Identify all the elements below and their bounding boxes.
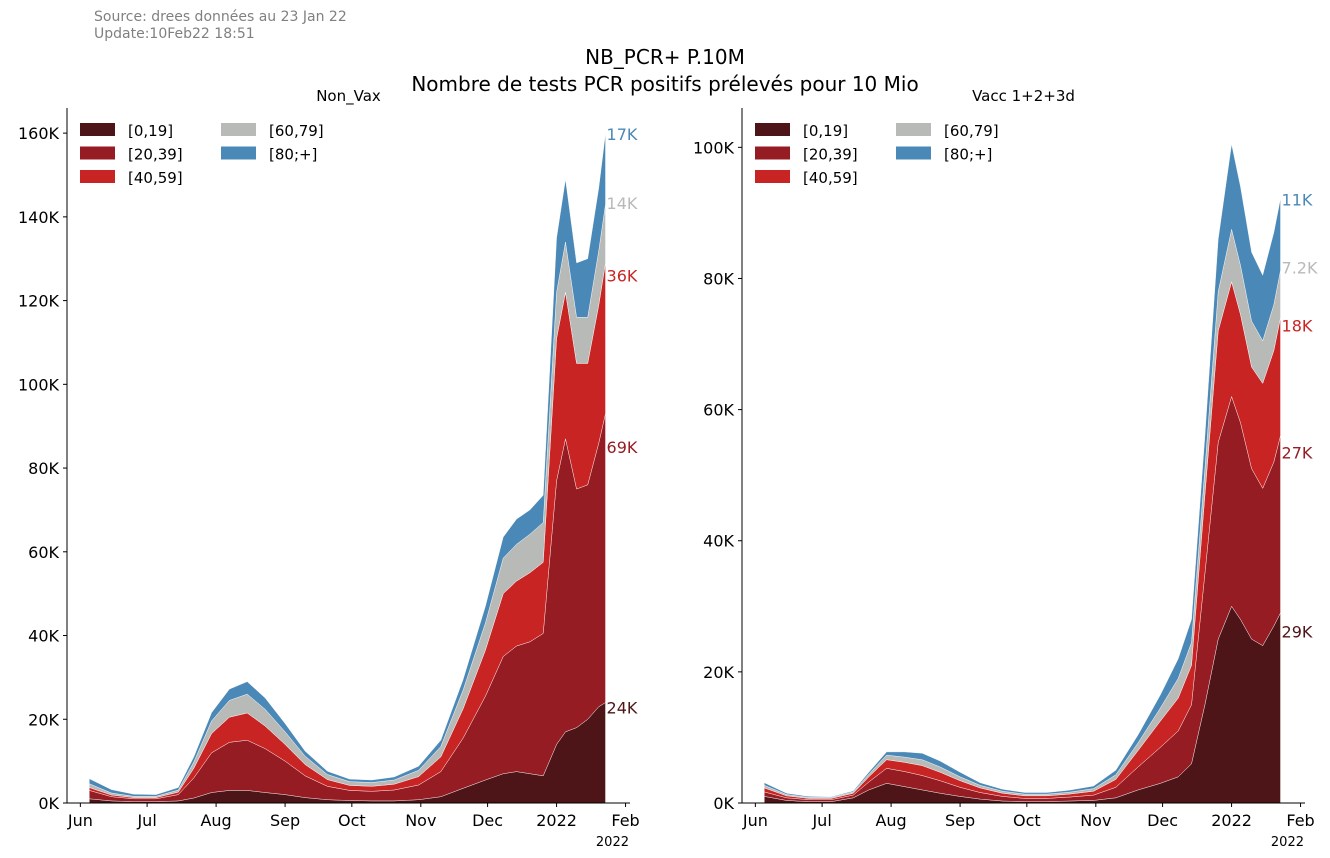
legend: [0,19] [20,39] [40,59] [60,79] [80;+]: [755, 122, 999, 187]
legend-swatch: [755, 146, 790, 160]
y-tick-label: 40K: [28, 627, 59, 646]
legend-swatch: [80, 170, 115, 183]
x-tick-label: Jun: [742, 811, 768, 830]
x-tick-label: Jul: [811, 811, 831, 830]
y-tick-label: 120K: [18, 292, 60, 311]
figure-subtitle: Nombre de tests PCR positifs prélevés po…: [411, 72, 919, 96]
source-note: Source: drees données au 23 Jan 22: [94, 9, 347, 25]
end-label-1: 29K: [1282, 622, 1313, 641]
y-tick-label: 100K: [693, 138, 735, 157]
end-label-3: 18K: [1282, 317, 1313, 336]
x-tick-label: Aug: [200, 811, 231, 830]
legend-label: [20,39]: [803, 146, 858, 164]
legend-label: [60,79]: [944, 122, 999, 140]
end-label-4: 14K: [607, 194, 638, 213]
end-label-5: 17K: [607, 125, 638, 144]
legend-swatch: [80, 146, 115, 160]
y-tick-label: 80K: [703, 269, 734, 288]
end-label-4: 7.2K: [1282, 259, 1318, 278]
x-tick-label: 2022: [536, 811, 577, 830]
x-tick-label: Nov: [1080, 811, 1111, 830]
y-tick-label: 100K: [18, 375, 60, 394]
panel-title: Non_Vax: [316, 87, 381, 106]
x-tick-label: Dec: [472, 811, 503, 830]
x-axis-offset-label: 2022: [1271, 835, 1304, 850]
legend: [0,19] [20,39] [40,59] [60,79] [80;+]: [80, 122, 324, 187]
legend-swatch: [896, 146, 931, 160]
legend-label: [40,59]: [128, 169, 183, 187]
legend-swatch: [221, 146, 256, 160]
y-tick-label: 160K: [18, 124, 60, 143]
x-tick-label: 2022: [1211, 811, 1252, 830]
y-tick-label: 20K: [703, 663, 734, 682]
x-tick-label: Sep: [945, 811, 975, 830]
x-tick-label: Feb: [611, 811, 639, 830]
legend-label: [60,79]: [269, 122, 324, 140]
y-tick-label: 140K: [18, 208, 60, 227]
chart-panel-1: 24K 69K 36K 14K 17K 0K 20K 40K 60K 80K 100K 120K 140…: [18, 87, 640, 850]
x-axis-offset-label: 2022: [596, 835, 629, 850]
legend-swatch: [221, 123, 256, 136]
y-tick-label: 40K: [703, 532, 734, 551]
legend-label: [20,39]: [128, 146, 183, 164]
x-tick-label: Aug: [875, 811, 906, 830]
legend-label: [80;+]: [269, 146, 317, 164]
area-series-5: [764, 144, 1281, 798]
figure-title: NB_PCR+ P.10M: [585, 45, 745, 69]
x-tick-label: Jul: [136, 811, 156, 830]
end-label-5: 11K: [1282, 190, 1313, 209]
x-tick-label: Sep: [270, 811, 300, 830]
y-tick-label: 0K: [38, 794, 59, 813]
panel-title: Vacc 1+2+3d: [972, 87, 1075, 105]
y-tick-label: 60K: [28, 543, 59, 562]
y-tick-label: 80K: [28, 459, 59, 478]
legend-swatch: [80, 123, 115, 136]
chart-panel-2: 29K 27K 18K 7.2K 11K 0K 20K 40K 60K 80K 100K Jun Jul…: [693, 87, 1318, 850]
update-note: Update:10Feb22 18:51: [94, 26, 255, 42]
x-tick-label: Dec: [1147, 811, 1178, 830]
legend-swatch: [896, 123, 931, 136]
legend-label: [0,19]: [803, 122, 848, 140]
area-series-5: [89, 133, 606, 797]
end-label-3: 36K: [607, 267, 638, 286]
x-tick-label: Oct: [1013, 811, 1041, 830]
y-tick-label: 0K: [713, 794, 734, 813]
legend-label: [0,19]: [128, 122, 173, 140]
legend-swatch: [755, 123, 790, 136]
end-label-1: 24K: [607, 699, 638, 718]
end-label-2: 69K: [607, 438, 638, 457]
y-tick-label: 20K: [28, 710, 59, 729]
legend-label: [40,59]: [803, 169, 858, 187]
end-label-2: 27K: [1282, 443, 1313, 462]
legend-label: [80;+]: [944, 146, 992, 164]
y-tick-label: 60K: [703, 401, 734, 420]
legend-swatch: [755, 170, 790, 183]
x-tick-label: Oct: [338, 811, 366, 830]
x-tick-label: Jun: [67, 811, 93, 830]
x-tick-label: Feb: [1286, 811, 1314, 830]
x-tick-label: Nov: [405, 811, 436, 830]
